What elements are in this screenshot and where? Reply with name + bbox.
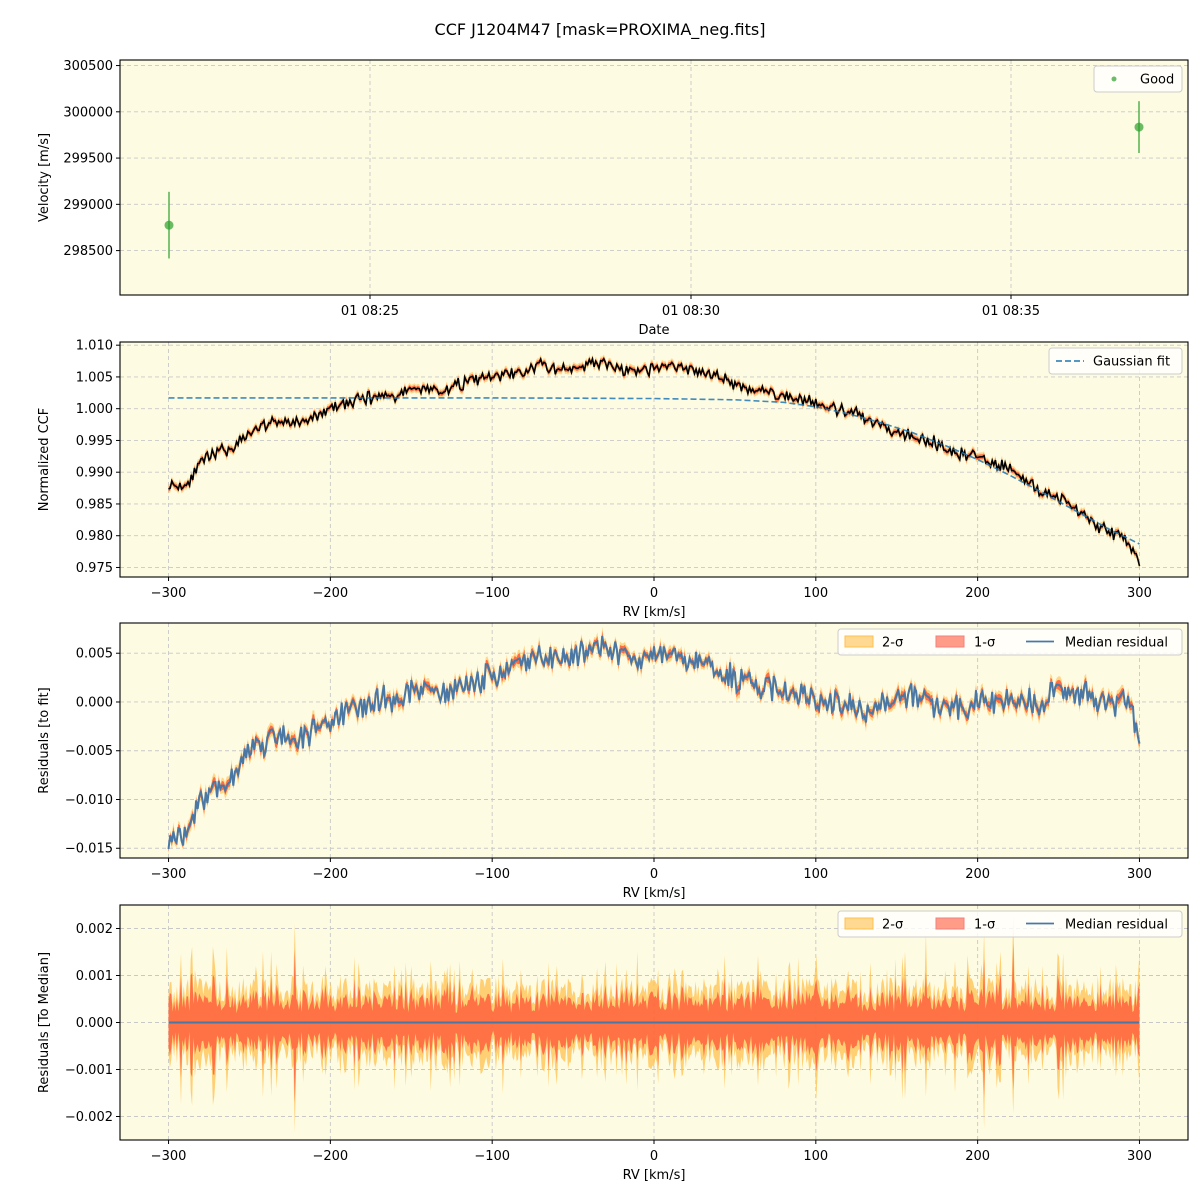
x-axis-label: Date bbox=[638, 323, 669, 338]
y-tick-label: 0.995 bbox=[76, 434, 113, 449]
y-tick-label: 0.990 bbox=[76, 466, 113, 481]
y-tick-label: 0.005 bbox=[76, 647, 113, 662]
y-tick-label: 300000 bbox=[63, 105, 113, 120]
y-tick-label: −0.015 bbox=[65, 842, 113, 857]
legend-good-marker bbox=[1111, 76, 1117, 82]
x-axis-label: RV [km/s] bbox=[623, 1168, 686, 1183]
y-axis-label: Velocity [m/s] bbox=[37, 133, 52, 222]
y-tick-label: 0.000 bbox=[76, 1016, 113, 1031]
y-tick-label: −0.001 bbox=[65, 1063, 113, 1078]
x-tick-label: −100 bbox=[474, 1149, 510, 1164]
legend-1sigma-label: 1-σ bbox=[974, 636, 995, 651]
legend-1sigma-swatch bbox=[935, 917, 965, 930]
legend-2sigma-swatch bbox=[844, 635, 874, 648]
y-axis-label: Normalized CCF bbox=[37, 408, 52, 512]
x-tick-label: −200 bbox=[313, 867, 349, 882]
x-tick-label: 200 bbox=[965, 867, 990, 882]
y-tick-label: 0.002 bbox=[76, 922, 113, 937]
x-tick-label: −100 bbox=[474, 867, 510, 882]
y-tick-label: −0.002 bbox=[65, 1110, 113, 1125]
figure-title: CCF J1204M47 [mask=PROXIMA_neg.fits] bbox=[434, 20, 766, 39]
legend-median-label: Median residual bbox=[1065, 918, 1168, 933]
axes-frame bbox=[119, 59, 1189, 296]
plot-area bbox=[120, 342, 1188, 577]
plot-area bbox=[120, 60, 1188, 295]
y-axis-label: Residuals [To Median] bbox=[37, 952, 52, 1093]
y-tick-label: 299500 bbox=[63, 152, 113, 167]
x-tick-label: −300 bbox=[151, 586, 187, 601]
data-point-good bbox=[1134, 122, 1144, 132]
y-axis-label: Residuals [to fit] bbox=[37, 687, 52, 793]
y-tick-label: 299000 bbox=[63, 198, 113, 213]
legend-box bbox=[837, 628, 1183, 656]
grid bbox=[120, 342, 1188, 577]
legend-box bbox=[837, 910, 1183, 938]
y-tick-label: −0.005 bbox=[65, 744, 113, 759]
y-tick-label: 1.010 bbox=[76, 339, 113, 354]
legend-good-label: Good bbox=[1140, 73, 1174, 88]
x-tick-label: 01 08:25 bbox=[341, 304, 399, 319]
x-tick-label: −200 bbox=[313, 586, 349, 601]
x-tick-label: −200 bbox=[313, 1149, 349, 1164]
x-tick-label: 200 bbox=[965, 586, 990, 601]
data-point-good bbox=[164, 220, 174, 230]
legend-2sigma-label: 2-σ bbox=[882, 918, 903, 933]
y-tick-label: 1.000 bbox=[76, 402, 113, 417]
y-tick-label: 1.005 bbox=[76, 370, 113, 385]
median-residual-line bbox=[167, 635, 1141, 850]
x-tick-label: 100 bbox=[803, 586, 828, 601]
x-axis-label: RV [km/s] bbox=[623, 605, 686, 620]
x-tick-label: 200 bbox=[965, 1149, 990, 1164]
y-tick-label: 0.980 bbox=[76, 529, 113, 544]
x-tick-label: 0 bbox=[650, 1149, 658, 1164]
x-tick-label: −300 bbox=[151, 867, 187, 882]
x-tick-label: −300 bbox=[151, 1149, 187, 1164]
legend-gaussian-label: Gaussian fit bbox=[1093, 355, 1170, 370]
legend-1sigma-swatch bbox=[935, 635, 965, 648]
y-tick-label: 300500 bbox=[63, 59, 113, 74]
x-tick-label: 01 08:30 bbox=[662, 304, 720, 319]
legend-2sigma-label: 2-σ bbox=[882, 636, 903, 651]
x-tick-label: 0 bbox=[650, 586, 658, 601]
x-tick-label: 0 bbox=[650, 867, 658, 882]
legend-2sigma-swatch bbox=[844, 917, 874, 930]
x-tick-label: 100 bbox=[803, 867, 828, 882]
x-axis-label: RV [km/s] bbox=[623, 886, 686, 901]
x-tick-label: 300 bbox=[1127, 586, 1152, 601]
panel-residuals_median: −300 −200 −100 0 100 200 300 −0.002 −0.001 0.000 0… bbox=[37, 904, 1189, 1183]
legend-box bbox=[1048, 347, 1183, 375]
panel-ccf: −300 −200 −100 0 100 200 300 0.975 0.980 0.985 0.9… bbox=[37, 339, 1189, 620]
y-tick-label: 0.985 bbox=[76, 497, 113, 512]
x-tick-label: 300 bbox=[1127, 867, 1152, 882]
legend-median-label: Median residual bbox=[1065, 636, 1168, 651]
y-tick-label: 0.975 bbox=[76, 561, 113, 576]
x-tick-label: 100 bbox=[803, 1149, 828, 1164]
legend-1sigma-label: 1-σ bbox=[974, 918, 995, 933]
legend-box bbox=[1093, 65, 1183, 93]
y-tick-label: 298500 bbox=[63, 244, 113, 259]
grid bbox=[120, 60, 1188, 295]
y-tick-label: 0.000 bbox=[76, 695, 113, 710]
y-tick-label: 0.001 bbox=[76, 969, 113, 984]
y-tick-label: −0.010 bbox=[65, 793, 113, 808]
x-tick-label: 01 08:35 bbox=[982, 304, 1040, 319]
x-tick-label: −100 bbox=[474, 586, 510, 601]
panel-residuals_fit: −300 −200 −100 0 100 200 300 −0.015 −0.010 −0.005… bbox=[37, 622, 1189, 901]
ccf-line bbox=[168, 356, 1141, 567]
panel-velocity: 01 08:25 01 08:30 01 08:35 298500 299000 2995… bbox=[37, 59, 1189, 338]
x-tick-label: 300 bbox=[1127, 1149, 1152, 1164]
